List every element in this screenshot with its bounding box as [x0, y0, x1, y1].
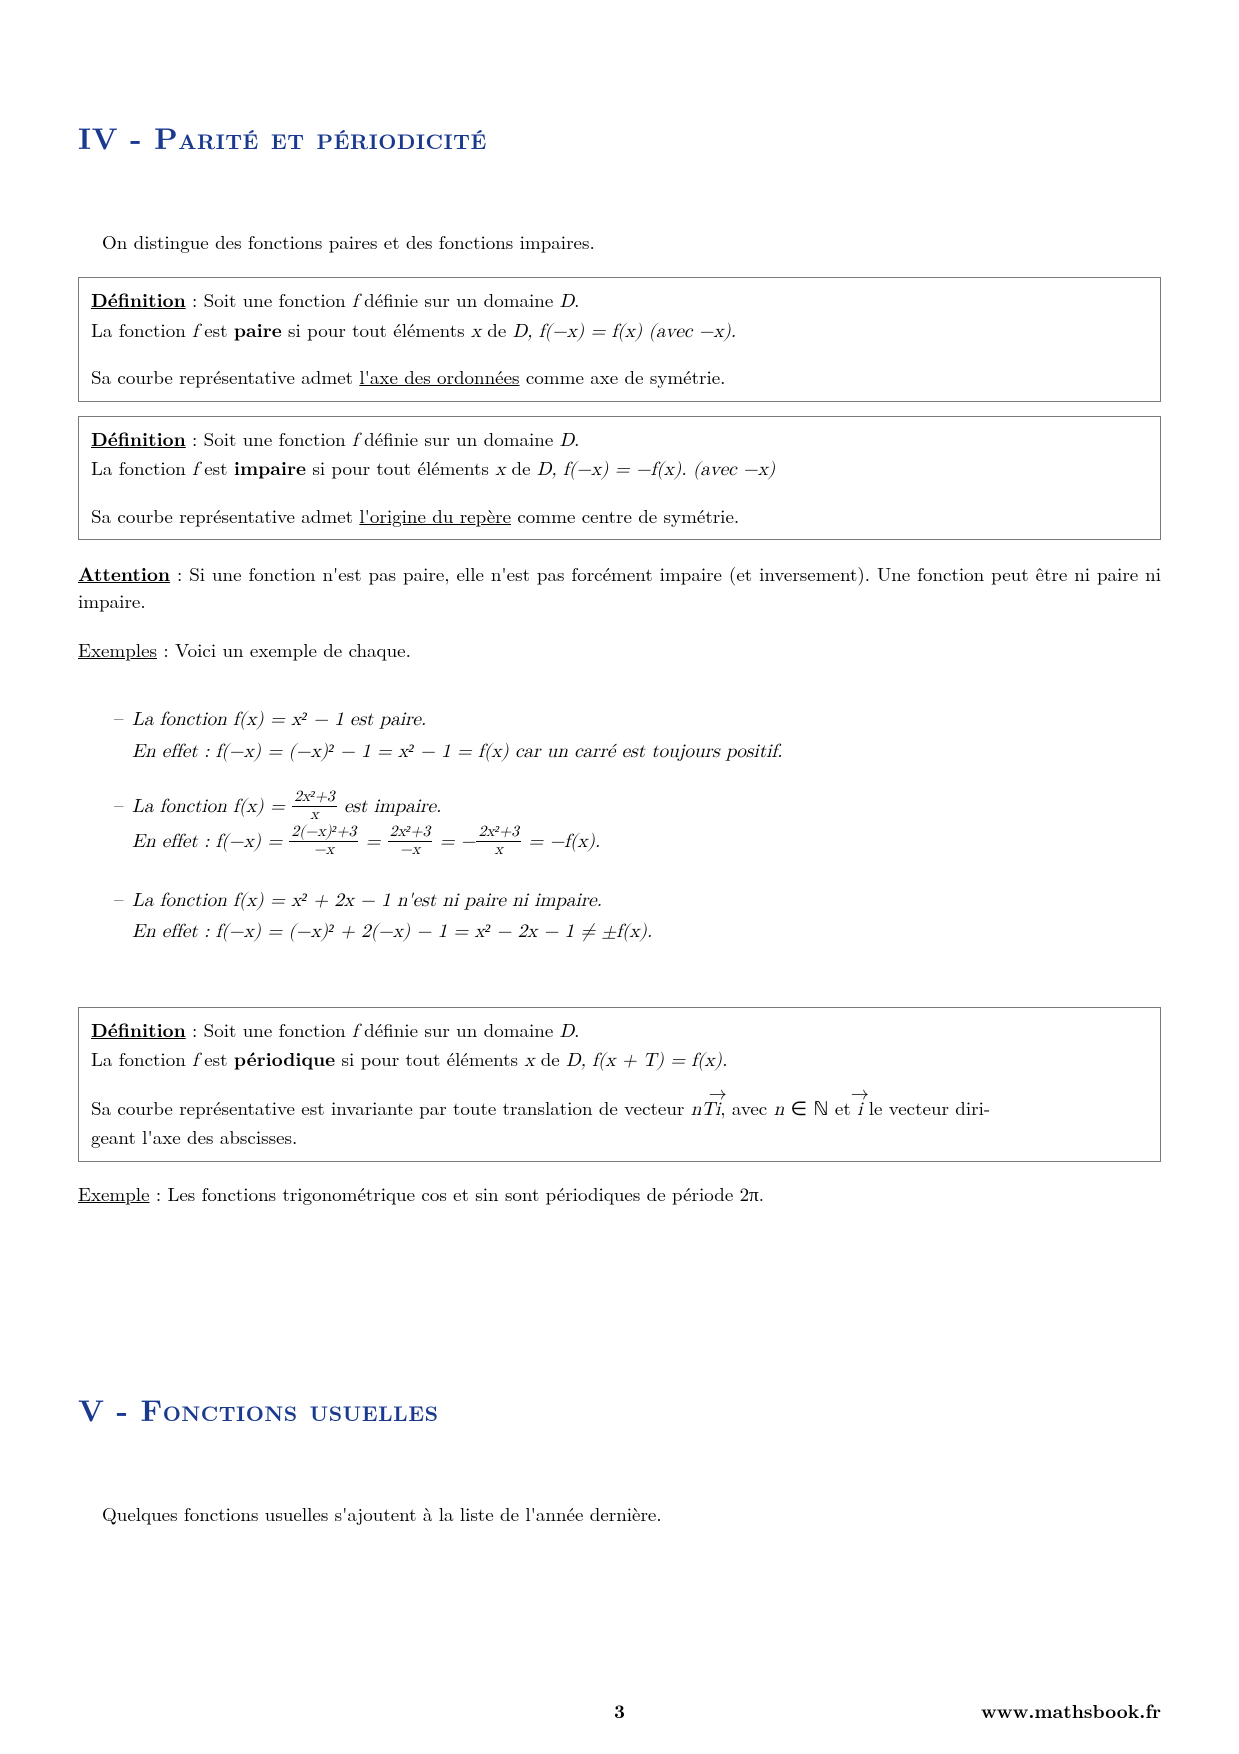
example-3: – La fonction f(x) = x² + 2x − 1 n'est n… [114, 884, 1161, 947]
page-number: 3 [614, 1696, 625, 1724]
definition-box-impaire: Définition : Soit une fonction f définie… [78, 416, 1161, 541]
def2-line2: La fonction f est impaire si pour tout é… [91, 454, 1148, 484]
example-1: – La fonction f(x) = x² − 1 est paire. E… [114, 703, 1161, 766]
section-iv-title: IV - Parité et périodicité [78, 115, 1161, 158]
def3-line1: Définition : Soit une fonction f définie… [91, 1016, 1148, 1046]
def1-line3: Sa courbe représentative admet l'axe des… [91, 363, 1148, 391]
examples-heading: Exemples : Voici un exemple de chaque. [78, 636, 1161, 663]
section-v-intro: Quelques fonctions usuelles s'ajoutent à… [102, 1500, 1161, 1527]
section-iv-intro: On distingue des fonctions paires et des… [102, 228, 1161, 255]
vector-i-icon: i [857, 1093, 862, 1124]
example-2: – La fonction f(x) = 2x²+3x est impaire.… [114, 790, 1161, 860]
attention-note: Attention : Si une fonction n'est pas pa… [78, 560, 1161, 614]
site-url: www.mathsbook.fr [981, 1696, 1161, 1724]
def1-line2: La fonction f est paire si pour tout élé… [91, 316, 1148, 346]
vector-i-icon: i [715, 1093, 720, 1124]
def3-line4: geant l'axe des abscisses. [91, 1123, 1148, 1151]
examples-list: – La fonction f(x) = x² − 1 est paire. E… [114, 703, 1161, 946]
def3-line3: Sa courbe représentative est invariante … [91, 1093, 1148, 1124]
def3-line2: La fonction f est périodique si pour tou… [91, 1045, 1148, 1075]
def1-label: Définition [91, 285, 186, 313]
def2-line3: Sa courbe représentative admet l'origine… [91, 502, 1148, 530]
definition-box-paire: Définition : Soit une fonction f définie… [78, 277, 1161, 402]
definition-box-periodique: Définition : Soit une fonction f définie… [78, 1007, 1161, 1162]
def2-label: Définition [91, 424, 186, 452]
def3-label: Définition [91, 1015, 186, 1043]
attention-label: Attention [78, 559, 170, 587]
page: IV - Parité et périodicité On distingue … [0, 0, 1239, 1754]
def1-line1: Définition : Soit une fonction f définie… [91, 286, 1148, 316]
example-periodic: Exemple : Les fonctions trigonométrique … [78, 1180, 1161, 1207]
def2-line1: Définition : Soit une fonction f définie… [91, 425, 1148, 455]
section-v-title: V - Fonctions usuelles [78, 1387, 1161, 1430]
